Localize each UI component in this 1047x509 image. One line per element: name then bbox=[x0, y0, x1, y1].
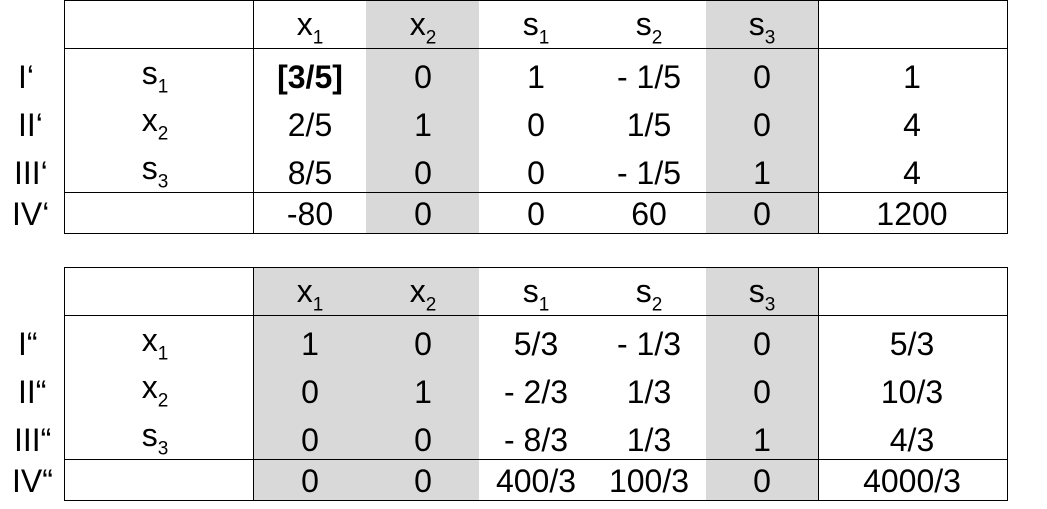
table-cell: 0 bbox=[414, 59, 432, 95]
table-border-top bbox=[64, 0, 1008, 1]
table-cell: 2/5 bbox=[287, 107, 333, 143]
right-border bbox=[1007, 267, 1008, 501]
table-cell: 1 bbox=[753, 422, 771, 458]
header-var: s2 bbox=[635, 6, 663, 49]
table-cell: - 1/3 bbox=[616, 326, 682, 362]
table-cell: 0 bbox=[753, 59, 771, 95]
row-label: III“ bbox=[14, 422, 52, 458]
objective-row-divider bbox=[64, 192, 1008, 193]
row-label: IV‘ bbox=[12, 196, 50, 232]
table-cell: - 1/5 bbox=[616, 155, 682, 191]
basis-column-divider bbox=[253, 0, 254, 234]
objective-row-divider bbox=[64, 459, 1008, 460]
shaded-column-s3 bbox=[706, 268, 818, 501]
tableau-1: x1 x2 s1 s2 s3 I‘ s1 [3/5] 0 1 - 1/5 0 1… bbox=[0, 0, 1047, 235]
header-var: s2 bbox=[635, 273, 663, 316]
shaded-column-s3 bbox=[706, 1, 818, 234]
table-cell: 1 bbox=[527, 59, 545, 95]
basis-variable: s1 bbox=[141, 55, 169, 98]
table-cell: 0 bbox=[527, 155, 545, 191]
header-divider bbox=[64, 48, 1008, 49]
header-var: x2 bbox=[409, 6, 437, 49]
table-cell: 1 bbox=[414, 107, 432, 143]
shaded-column-x1 bbox=[254, 268, 366, 501]
rhs-cell: 5/3 bbox=[889, 326, 935, 362]
header-var: s1 bbox=[522, 6, 550, 49]
table-cell: 0 bbox=[301, 422, 319, 458]
shaded-column-x2 bbox=[366, 268, 479, 501]
table-cell: - 2/3 bbox=[503, 374, 569, 410]
row-label: I‘ bbox=[18, 59, 34, 95]
objective-cell: 0 bbox=[527, 196, 545, 232]
table-cell: 0 bbox=[527, 107, 545, 143]
basis-variable: x2 bbox=[141, 369, 169, 412]
row-label: I“ bbox=[18, 326, 38, 362]
table-cell: 1 bbox=[301, 326, 319, 362]
table-cell: - 8/3 bbox=[503, 422, 569, 458]
header-var: s3 bbox=[748, 273, 776, 316]
objective-cell: 400/3 bbox=[495, 463, 577, 499]
objective-cell: -80 bbox=[286, 196, 334, 232]
row-label: II‘ bbox=[18, 107, 43, 143]
table-cell: 0 bbox=[414, 155, 432, 191]
pivot-element: [3/5] bbox=[277, 59, 343, 95]
basis-variable: x2 bbox=[141, 102, 169, 145]
objective-cell: 0 bbox=[753, 463, 771, 499]
rhs-cell: 10/3 bbox=[880, 374, 944, 410]
table-cell: 0 bbox=[414, 422, 432, 458]
shaded-column-x2 bbox=[366, 1, 479, 234]
row-label: III‘ bbox=[14, 155, 48, 191]
rhs-cell: 1 bbox=[903, 59, 921, 95]
left-border bbox=[64, 267, 65, 501]
header-var: x2 bbox=[409, 273, 437, 316]
objective-cell: 0 bbox=[414, 463, 432, 499]
objective-cell: 100/3 bbox=[608, 463, 690, 499]
table-cell: 0 bbox=[753, 374, 771, 410]
header-var: s3 bbox=[748, 6, 776, 49]
table-cell: 1/3 bbox=[626, 374, 672, 410]
table-cell: 1/5 bbox=[626, 107, 672, 143]
basis-variable: x1 bbox=[141, 322, 169, 365]
left-border bbox=[64, 0, 65, 234]
header-var: x1 bbox=[296, 6, 324, 49]
header-var: x1 bbox=[296, 273, 324, 316]
table-cell: 1 bbox=[753, 155, 771, 191]
objective-cell: 0 bbox=[753, 196, 771, 232]
rhs-cell: 4 bbox=[903, 155, 921, 191]
table-cell: 8/5 bbox=[287, 155, 333, 191]
rhs-cell: 4 bbox=[903, 107, 921, 143]
table-border-bottom bbox=[64, 233, 1008, 234]
header-divider bbox=[64, 315, 1008, 316]
basis-column-divider bbox=[253, 267, 254, 501]
table-cell: - 1/5 bbox=[616, 59, 682, 95]
row-label: IV“ bbox=[12, 463, 53, 499]
table-cell: 0 bbox=[301, 374, 319, 410]
header-var: s1 bbox=[522, 273, 550, 316]
objective-cell: 60 bbox=[631, 196, 667, 232]
table-cell: 0 bbox=[753, 326, 771, 362]
table-border-bottom bbox=[64, 500, 1008, 501]
rhs-column-divider bbox=[818, 0, 819, 234]
objective-cell: 0 bbox=[301, 463, 319, 499]
table-border-top bbox=[64, 267, 1008, 268]
objective-value: 1200 bbox=[876, 196, 948, 232]
row-label: II“ bbox=[18, 374, 47, 410]
table-cell: 5/3 bbox=[513, 326, 559, 362]
table-cell: 1/3 bbox=[626, 422, 672, 458]
table-cell: 1 bbox=[414, 374, 432, 410]
table-cell: 0 bbox=[753, 107, 771, 143]
tableau-2: x1 x2 s1 s2 s3 I“ x1 1 0 5/3 - 1/3 0 5/3… bbox=[0, 267, 1047, 502]
basis-variable: s3 bbox=[141, 150, 169, 193]
basis-variable: s3 bbox=[141, 417, 169, 460]
objective-value: 4000/3 bbox=[863, 463, 961, 499]
table-cell: 0 bbox=[414, 326, 432, 362]
right-border bbox=[1007, 0, 1008, 234]
rhs-column-divider bbox=[818, 267, 819, 501]
rhs-cell: 4/3 bbox=[889, 422, 935, 458]
objective-cell: 0 bbox=[414, 196, 432, 232]
